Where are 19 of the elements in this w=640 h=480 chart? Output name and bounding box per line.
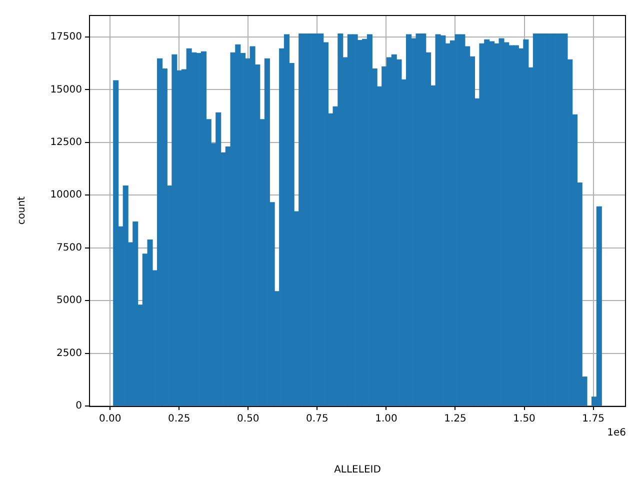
x-tick-label: 0.75 [306,414,328,425]
text: 1e6 [607,428,626,439]
x-tick-label: 1.50 [513,414,536,425]
y-axis-title: count [16,196,28,225]
y-tick-label: 17500 [50,32,82,43]
x-tick-label: 1.75 [582,414,604,425]
x-tick-label: 1.00 [375,414,398,425]
y-tick-label: 10000 [50,190,82,201]
y-tick-label: 15000 [50,84,82,96]
x-tick-label: 1.25 [444,414,466,425]
x-tick-label: 0.00 [98,414,122,425]
y-tick-label: 7500 [56,242,82,254]
y-tick-label: 0 [76,400,82,412]
x-axis-title: ALLELEID [334,464,382,476]
x-tick-label: 0.25 [168,414,190,425]
y-tick-label: 12500 [50,136,82,148]
y-tick-label: 5000 [56,295,82,306]
y-tick-label: 2500 [56,348,82,359]
x-tick-label: 0.50 [237,414,260,425]
